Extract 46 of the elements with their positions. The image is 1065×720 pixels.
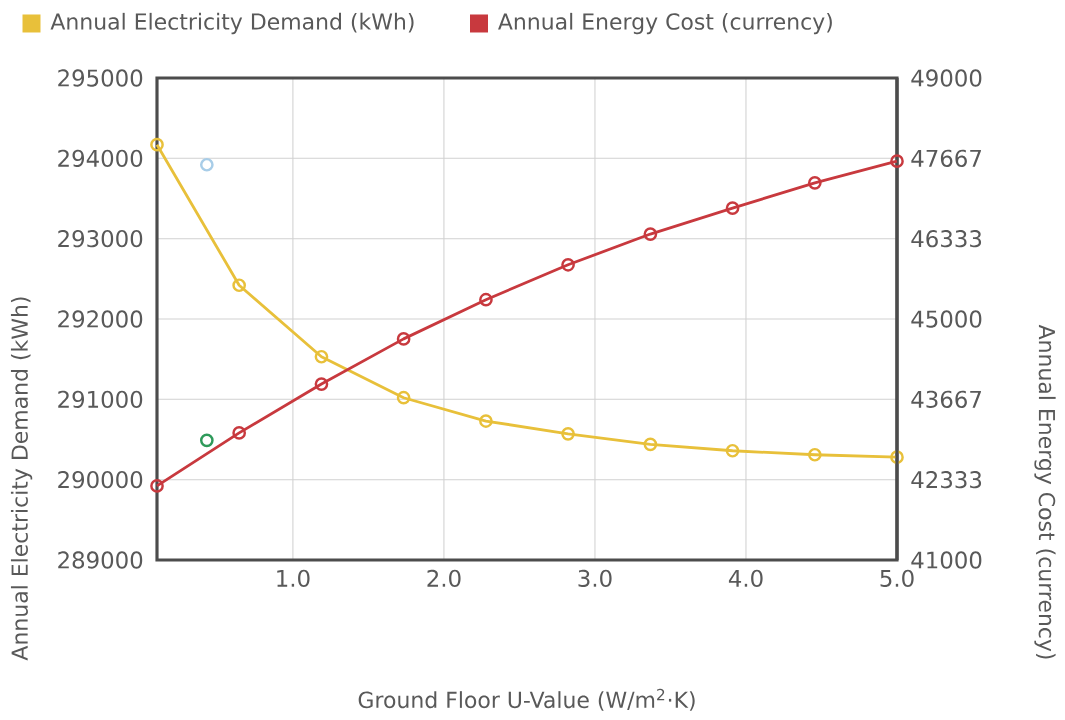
point (150, 137, 164, 152)
point (561, 257, 575, 272)
y2-tick-label: 43667 (911, 390, 981, 408)
point (199, 433, 214, 448)
legend-label: Annual Energy Cost (currency) (498, 12, 832, 35)
y2-tick-label: 42333 (911, 471, 982, 489)
legend-label: Annual Electricity Demand (kWh) (50, 12, 414, 35)
y2-tick-label: 45000 (911, 310, 982, 328)
y2-tick-label: 47667 (911, 149, 981, 167)
y2-tick-label: 49000 (911, 69, 982, 87)
y2-tick-label: 46333 (911, 230, 982, 248)
point (643, 437, 658, 452)
point (561, 427, 575, 441)
y-tick-label: 289000 (58, 551, 143, 569)
point (807, 175, 822, 190)
y-tick-label: 295000 (58, 69, 143, 87)
x-tick-label: 4.0 (728, 569, 763, 588)
x-tick-label: 1.0 (277, 569, 310, 588)
y-tick-label: 292000 (58, 310, 143, 328)
y-tick-label: 290000 (58, 471, 143, 489)
point (314, 349, 329, 364)
point (643, 227, 658, 241)
point (725, 201, 740, 215)
point (396, 332, 411, 346)
point (314, 377, 329, 391)
point (479, 414, 493, 428)
x-tick-label: 3.0 (578, 569, 612, 588)
point (150, 479, 164, 493)
point (807, 447, 822, 462)
point (479, 292, 493, 307)
x-tick-label: 5.0 (880, 569, 914, 588)
point (232, 426, 247, 440)
y2-tick-label: 41000 (911, 551, 982, 569)
point (396, 390, 411, 405)
y2-axis-title: Annual Energy Cost (currency) (1034, 324, 1056, 659)
y-axis-title: Annual Electricity Demand (kWh) (10, 297, 33, 661)
point (890, 450, 904, 465)
x-tick-label: 2.0 (427, 569, 461, 588)
y-tick-label: 294000 (58, 149, 143, 167)
point (199, 157, 214, 172)
point (232, 278, 247, 293)
y-tick-label: 291000 (58, 390, 143, 408)
point (890, 154, 904, 168)
x-axis-title: Ground Floor U-Value (W/m$^{2}$·K) (358, 688, 695, 711)
point (725, 443, 740, 458)
y-tick-label: 293000 (58, 230, 143, 248)
